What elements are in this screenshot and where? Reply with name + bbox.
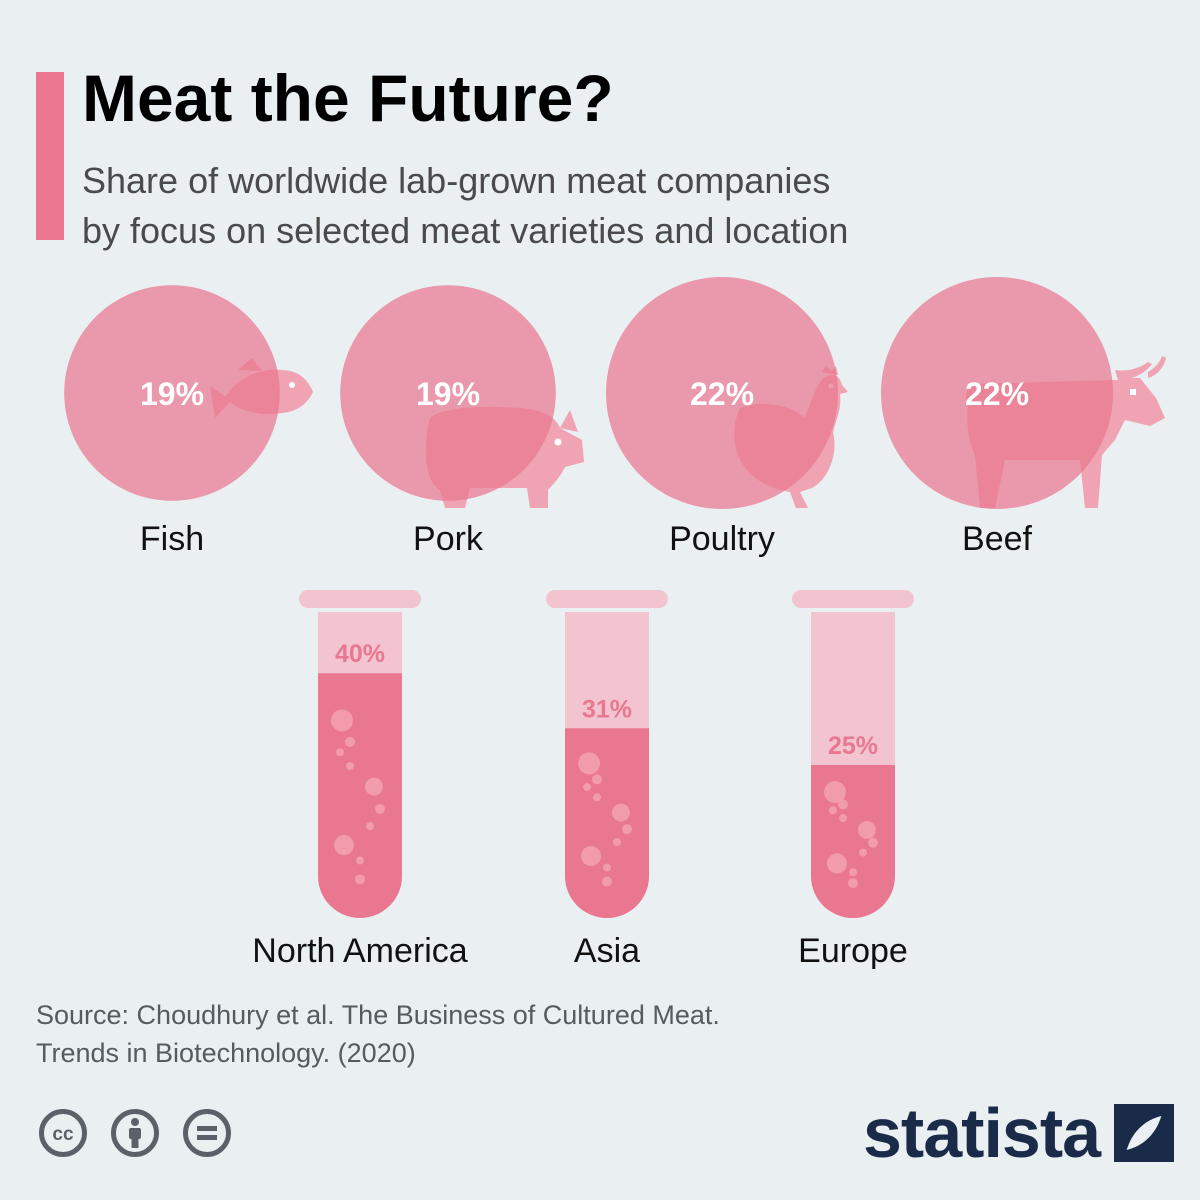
tube-value-label: 40% — [335, 640, 385, 668]
no-derivatives-icon[interactable] — [182, 1108, 232, 1158]
bubble-value-label: 19% — [416, 376, 480, 412]
bubble-group-poultry: 22% Poultry — [606, 277, 848, 558]
tube-category-label: Europe — [798, 932, 908, 970]
tube-fill-bar — [811, 765, 895, 918]
accent-bar — [36, 72, 64, 240]
bubble-category-label: Beef — [962, 520, 1032, 558]
tube-category-label: Asia — [574, 932, 640, 970]
tube-value-label: 25% — [828, 732, 878, 760]
page-title: Meat the Future? — [82, 61, 614, 135]
statista-brand[interactable]: statista — [863, 1094, 1175, 1172]
bubble-category-label: Poultry — [669, 520, 775, 558]
bubble-value-label: 22% — [965, 376, 1029, 412]
bubble-beef — [881, 277, 1113, 509]
attribution-icon[interactable] — [110, 1108, 160, 1158]
source-line: Source: Choudhury et al. The Business of… — [36, 1000, 720, 1030]
bubble-pork — [340, 285, 556, 501]
bubble-value-label: 22% — [690, 376, 754, 412]
tube-rim — [299, 590, 421, 608]
bubble-group-fish: 19% Fish — [64, 285, 313, 558]
test-tube-north-america: 40% North America — [252, 590, 468, 970]
statista-logo-icon — [1114, 1104, 1175, 1162]
bubble-category-label: Fish — [140, 520, 204, 558]
source-note: Source: Choudhury et al. The Business of… — [36, 996, 720, 1072]
brand-wordmark: statista — [863, 1094, 1101, 1172]
bubble-group-pork: 19% Pork — [340, 285, 584, 558]
tube-value-label: 31% — [582, 695, 632, 723]
svg-text:cc: cc — [52, 1124, 74, 1145]
subtitle-line: Share of worldwide lab-grown meat compan… — [82, 160, 831, 201]
subtitle: Share of worldwide lab-grown meat compan… — [82, 156, 1162, 256]
tube-rim — [546, 590, 668, 608]
bubble-group-beef: 22% Beef — [881, 277, 1166, 558]
bubble-poultry — [606, 277, 838, 509]
tube-fill-bar — [565, 728, 649, 918]
cc-icon[interactable]: cc — [38, 1108, 88, 1158]
bubble-category-label: Pork — [413, 520, 484, 558]
bubble-fish — [64, 285, 280, 501]
bubble-value-label: 19% — [140, 376, 204, 412]
test-tube-asia: 31% Asia — [546, 590, 668, 970]
tube-fill-bar — [318, 673, 402, 918]
tube-category-label: North America — [252, 932, 467, 970]
test-tube-europe: 25% Europe — [792, 590, 914, 970]
subtitle-line: by focus on selected meat varieties and … — [82, 210, 849, 251]
tube-rim — [792, 590, 914, 608]
source-line: Trends in Biotechnology. (2020) — [36, 1038, 416, 1068]
